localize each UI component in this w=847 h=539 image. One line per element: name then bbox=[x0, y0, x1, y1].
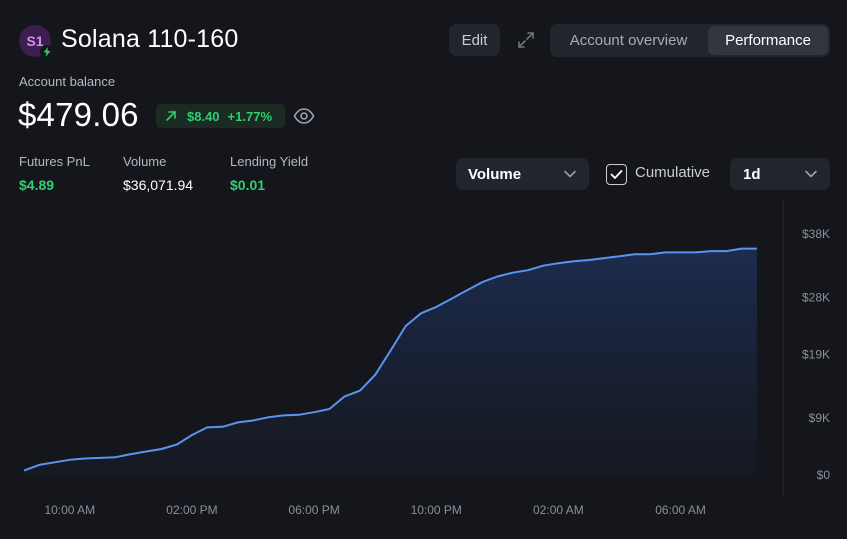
lending-yield-label: Lending Yield bbox=[230, 154, 309, 169]
cumulative-checkbox[interactable] bbox=[606, 164, 627, 185]
y-tick-label: $0 bbox=[817, 468, 831, 482]
x-tick-label: 10:00 AM bbox=[44, 503, 95, 517]
metric-select-value: Volume bbox=[468, 165, 522, 183]
account-title: Solana 110-160 bbox=[61, 25, 239, 53]
lending-yield-value: $0.01 bbox=[230, 177, 266, 193]
checkmark-icon bbox=[610, 170, 623, 179]
y-tick-label: $28K bbox=[802, 290, 830, 304]
chevron-down-icon bbox=[805, 170, 817, 178]
x-tick-label: 06:00 AM bbox=[655, 503, 706, 517]
cumulative-label: Cumulative bbox=[635, 164, 711, 181]
change-percent: +1.77% bbox=[227, 108, 272, 124]
volume-chart: $0 $9K $19K $28K $38K 10:00 AM 02:00 PM 06:00 … bbox=[23, 200, 831, 517]
x-tick-label: 06:00 PM bbox=[288, 503, 339, 517]
range-select-value: 1d bbox=[743, 165, 761, 183]
y-tick-label: $9K bbox=[809, 411, 830, 425]
x-tick-label: 02:00 AM bbox=[533, 503, 584, 517]
lightning-icon bbox=[40, 45, 54, 59]
futures-pnl-label: Futures PnL bbox=[19, 154, 90, 169]
volume-value: $36,071.94 bbox=[123, 177, 194, 193]
range-select[interactable]: 1d bbox=[730, 158, 830, 190]
balance-change-badge: $8.40 +1.77% bbox=[156, 104, 285, 128]
change-amount: $8.40 bbox=[187, 108, 220, 124]
metric-select[interactable]: Volume bbox=[456, 158, 589, 190]
x-tick-label: 10:00 PM bbox=[411, 503, 462, 517]
volume-area bbox=[24, 248, 757, 475]
x-tick-label: 02:00 PM bbox=[166, 503, 217, 517]
futures-pnl-value: $4.89 bbox=[19, 177, 55, 193]
chevron-down-icon bbox=[564, 170, 576, 178]
balance-label: Account balance bbox=[19, 74, 116, 89]
arrow-up-right-icon bbox=[165, 110, 181, 122]
expand-icon bbox=[517, 32, 534, 48]
tab-account-overview[interactable]: Account overview bbox=[569, 32, 688, 49]
view-tabs: Account overview Performance bbox=[550, 24, 830, 57]
expand-button[interactable] bbox=[509, 24, 542, 56]
avatar-initials: S1 bbox=[26, 33, 44, 49]
volume-label: Volume bbox=[123, 154, 167, 169]
account-avatar: S1 bbox=[19, 25, 51, 57]
edit-button[interactable]: Edit bbox=[449, 24, 500, 56]
y-tick-label: $38K bbox=[802, 227, 830, 241]
y-tick-label: $19K bbox=[802, 348, 830, 362]
eye-icon[interactable] bbox=[293, 107, 315, 125]
tab-performance[interactable]: Performance bbox=[708, 26, 828, 55]
balance-value: $479.06 bbox=[18, 96, 139, 133]
